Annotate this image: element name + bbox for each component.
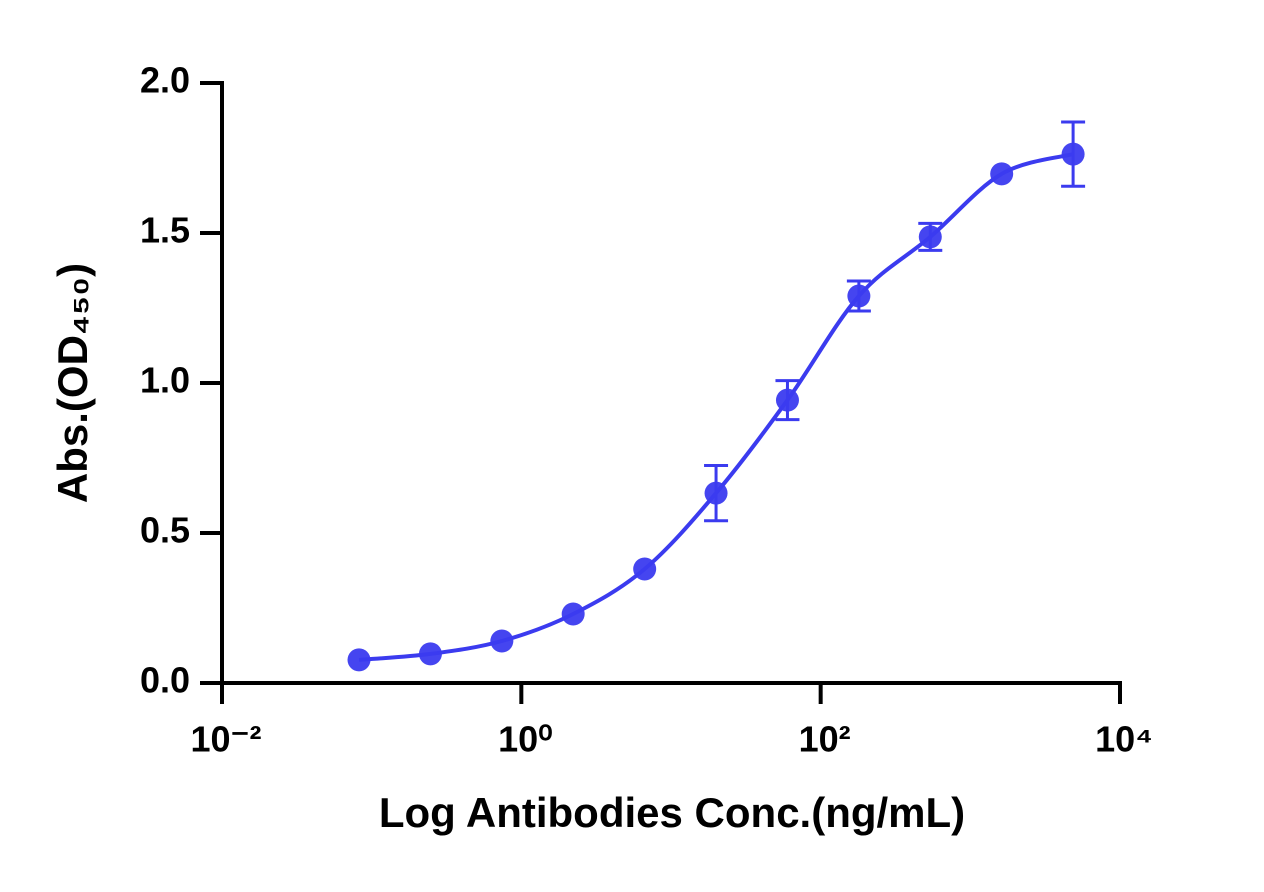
x-tick-label: 10²	[799, 719, 851, 760]
point	[847, 284, 871, 308]
point	[704, 481, 728, 505]
y-tick-label: 2.0	[140, 60, 190, 101]
point	[490, 629, 514, 653]
x-tick-label: 10⁰	[498, 719, 552, 760]
point	[347, 648, 371, 672]
y-tick-label: 1.0	[140, 360, 190, 401]
point	[1061, 142, 1085, 166]
x-tick-label: 10⁻²	[190, 719, 261, 760]
point	[418, 642, 442, 666]
x-axis-label: Log Antibodies Conc.(ng/mL)	[379, 789, 965, 836]
y-axis-label: Abs.(OD₄₅₀)	[49, 263, 96, 503]
fit-curve	[358, 152, 1074, 662]
x-tick-label: 10⁴	[1095, 719, 1153, 760]
point	[918, 225, 942, 249]
y-tick-label: 1.5	[140, 210, 190, 251]
point	[775, 388, 799, 412]
point	[990, 162, 1014, 186]
point	[633, 557, 657, 581]
y-tick-label: 0.0	[140, 660, 190, 701]
point	[561, 602, 585, 626]
y-tick-label: 0.5	[140, 510, 190, 551]
